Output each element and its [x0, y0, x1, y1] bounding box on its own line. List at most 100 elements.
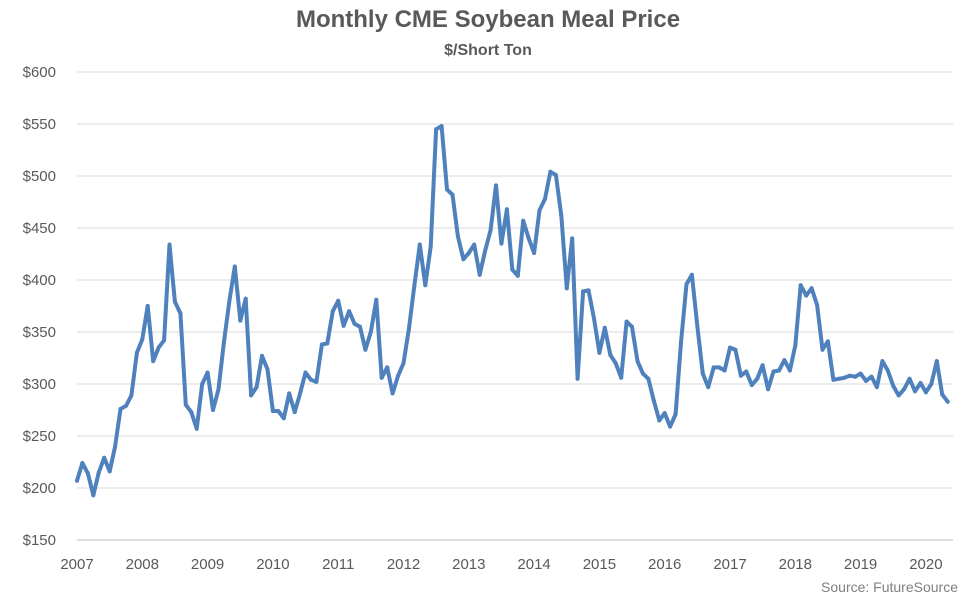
data-point: [330, 309, 335, 314]
chart-title: Monthly CME Soybean Meal Price: [295, 6, 681, 33]
data-point: [940, 392, 945, 397]
data-point: [352, 321, 357, 326]
data-point: [548, 169, 553, 174]
data-point: [113, 444, 118, 449]
data-point: [483, 248, 488, 253]
data-point: [129, 393, 134, 398]
data-point: [586, 288, 591, 293]
x-tick-label: 2016: [648, 556, 681, 573]
data-point: [270, 409, 275, 413]
data-point: [363, 347, 368, 352]
data-point: [412, 283, 417, 288]
data-point: [325, 341, 330, 346]
data-point: [880, 359, 885, 364]
data-point: [907, 376, 912, 381]
data-point: [842, 375, 847, 380]
data-point: [662, 411, 667, 416]
series-line: [75, 124, 950, 498]
data-point: [417, 242, 422, 247]
data-point: [461, 257, 466, 262]
data-point: [874, 385, 879, 390]
y-tick-label: $150: [23, 532, 56, 549]
y-tick-label: $550: [23, 116, 56, 133]
x-tick-label: 2009: [191, 556, 224, 573]
x-tick-label: 2008: [126, 556, 159, 573]
data-point: [281, 416, 286, 421]
data-point: [472, 242, 477, 247]
y-tick-label: $250: [23, 428, 56, 445]
data-point: [945, 399, 950, 404]
data-point: [107, 469, 112, 474]
data-point: [434, 127, 439, 132]
data-point: [428, 244, 433, 249]
data-point: [75, 478, 79, 483]
data-point: [140, 337, 145, 342]
data-point: [711, 365, 716, 370]
data-point: [809, 286, 814, 291]
y-tick-label: $200: [23, 480, 56, 497]
data-point: [575, 376, 580, 381]
y-tick-label: $600: [23, 64, 56, 81]
x-tick-label: 2013: [452, 556, 485, 573]
data-point: [564, 286, 569, 291]
data-point: [401, 361, 406, 366]
chart-subtitle: $/Short Ton: [444, 42, 532, 59]
data-point: [766, 387, 771, 392]
data-point: [80, 461, 85, 465]
data-point: [124, 403, 128, 408]
data-point: [341, 323, 346, 328]
data-point: [450, 192, 455, 197]
data-point: [406, 326, 411, 331]
data-point: [265, 367, 270, 372]
x-tick-label: 2018: [779, 556, 812, 573]
data-point: [815, 303, 820, 307]
gridlines: [77, 71, 953, 541]
data-point: [91, 493, 96, 498]
data-point: [515, 273, 520, 278]
data-point: [635, 359, 640, 364]
data-point: [679, 340, 683, 345]
data-point: [521, 218, 526, 223]
data-point: [668, 424, 673, 429]
data-point: [896, 393, 901, 398]
data-point: [891, 384, 896, 389]
data-point: [820, 347, 825, 352]
data-point: [205, 370, 210, 375]
data-point: [831, 377, 836, 382]
data-point: [178, 311, 183, 316]
data-point: [276, 409, 281, 413]
data-point: [728, 345, 732, 350]
data-point: [918, 381, 923, 385]
data-point: [118, 407, 123, 411]
data-point: [260, 353, 264, 358]
data-point: [581, 289, 586, 294]
data-point: [934, 359, 939, 364]
data-point: [379, 375, 384, 380]
x-tick-label: 2020: [909, 556, 942, 573]
data-point: [254, 385, 259, 390]
data-point: [347, 309, 352, 314]
data-point: [787, 368, 792, 373]
data-point: [673, 412, 678, 417]
x-tick-label: 2014: [517, 556, 550, 573]
data-point: [613, 361, 618, 366]
x-tick-label: 2017: [713, 556, 746, 573]
data-point: [466, 251, 471, 255]
data-point: [85, 471, 90, 476]
data-point: [864, 378, 868, 383]
data-point: [216, 387, 221, 392]
data-point: [597, 350, 602, 355]
data-point: [869, 374, 874, 379]
data-point: [902, 387, 907, 392]
x-tick-label: 2019: [844, 556, 877, 573]
data-point: [477, 272, 482, 277]
data-point: [494, 183, 498, 188]
y-tick-label: $500: [23, 168, 56, 185]
data-point: [543, 196, 547, 201]
data-point: [913, 389, 917, 394]
y-tick-label: $450: [23, 220, 56, 237]
data-point: [194, 426, 199, 431]
data-point: [445, 187, 449, 192]
data-point: [385, 365, 390, 370]
y-tick-label: $350: [23, 324, 56, 341]
